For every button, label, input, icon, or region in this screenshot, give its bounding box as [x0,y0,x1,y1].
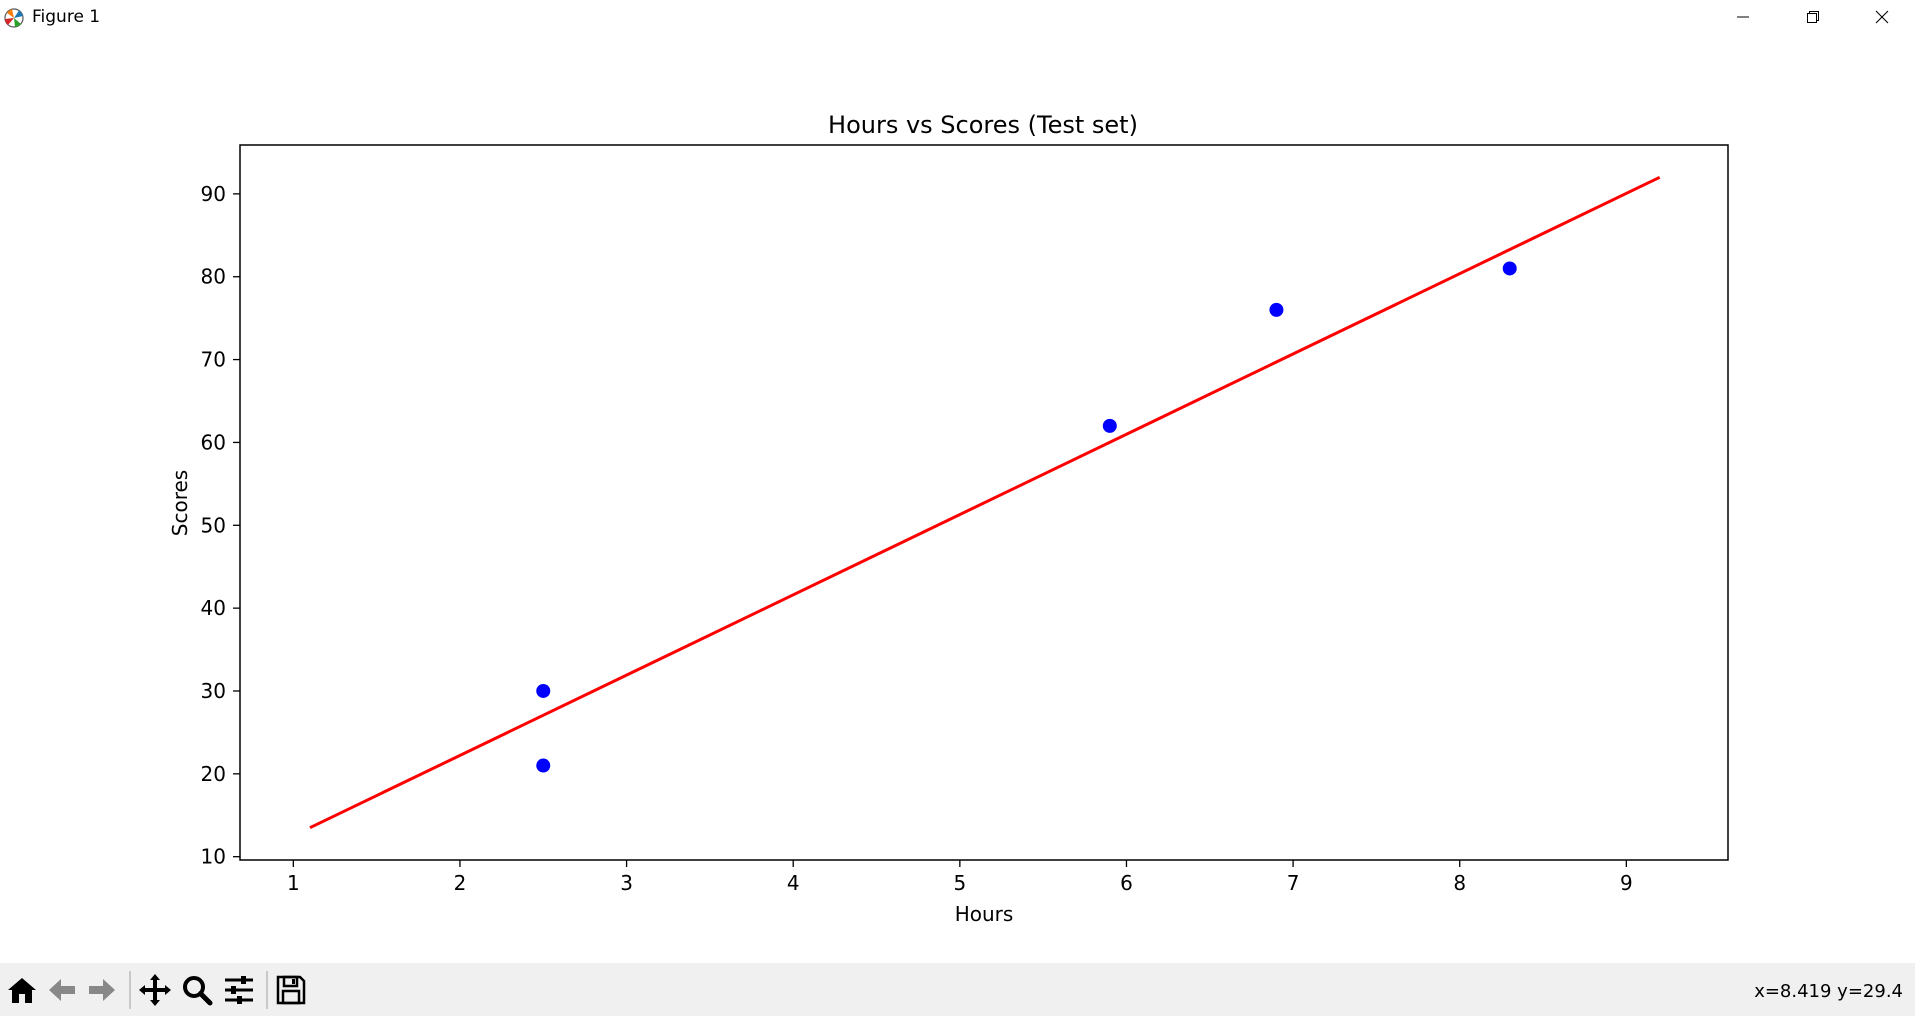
scatter-point [536,683,551,698]
back-icon [49,979,75,1001]
toolbar-separator [129,971,131,1009]
scatter-point [536,758,551,773]
y-tick-label: 60 [201,430,226,454]
forward-button[interactable] [84,973,120,1007]
minimize-button[interactable] [1709,0,1777,34]
zoom-icon [183,976,213,1006]
scatter-point [1269,302,1284,317]
y-tick-label: 20 [201,762,226,786]
minimize-icon [1737,16,1749,18]
regression-line [309,175,1661,830]
x-tick-label: 5 [953,871,966,895]
back-button[interactable] [44,973,80,1007]
x-tick-label: 1 [287,871,300,895]
pan-icon [139,974,171,1006]
scatter-point [1502,261,1517,276]
y-tick-label: 90 [201,182,226,206]
x-tick-label: 4 [787,871,800,895]
y-tick-label: 70 [201,348,226,372]
matplotlib-logo-icon [4,8,24,28]
home-button[interactable] [4,973,40,1007]
axis-ticks: 1 2 3 4 5 6 7 8 9 10 20 30 40 50 60 70 80 90 [201,182,1633,895]
window-titlebar: Figure 1 [0,0,1915,38]
save-icon [276,975,306,1005]
x-tick-label: 7 [1287,871,1300,895]
figure-canvas[interactable]: Hours vs Scores (Test set) 1 2 3 4 5 6 7 8 9 10 20… [0,38,1915,963]
y-tick-label: 40 [201,596,226,620]
configure-subplots-icon [225,976,253,1004]
restore-icon [1807,11,1819,23]
forward-icon [89,979,115,1001]
cursor-coordinates: x=8.419 y=29.4 [1754,981,1903,1002]
chart-marks [309,175,1661,830]
x-tick-label: 6 [1120,871,1133,895]
pan-button[interactable] [137,973,173,1007]
x-tick-label: 2 [454,871,467,895]
configure-subplots-button[interactable] [221,973,257,1007]
x-axis-label: Hours [955,902,1014,926]
y-tick-label: 30 [201,679,226,703]
zoom-button[interactable] [179,973,215,1007]
navigation-toolbar: x=8.419 y=29.4 [0,963,1915,1016]
y-tick-label: 50 [201,513,226,537]
chart-svg: Hours vs Scores (Test set) 1 2 3 4 5 6 7 8 9 10 20… [168,111,1729,926]
y-tick-label: 10 [201,845,226,869]
restore-button[interactable] [1779,0,1847,34]
scatter-point [1102,418,1117,433]
y-tick-label: 80 [201,265,226,289]
home-icon [8,978,36,1003]
toolbar-separator [266,971,268,1009]
window-title: Figure 1 [32,7,101,27]
close-icon [1875,10,1889,24]
x-tick-label: 8 [1453,871,1466,895]
y-axis-label: Scores [168,470,192,536]
x-tick-label: 3 [620,871,633,895]
chart-title: Hours vs Scores (Test set) [828,111,1138,139]
save-button[interactable] [273,973,309,1007]
x-tick-label: 9 [1620,871,1633,895]
close-button[interactable] [1848,0,1915,34]
